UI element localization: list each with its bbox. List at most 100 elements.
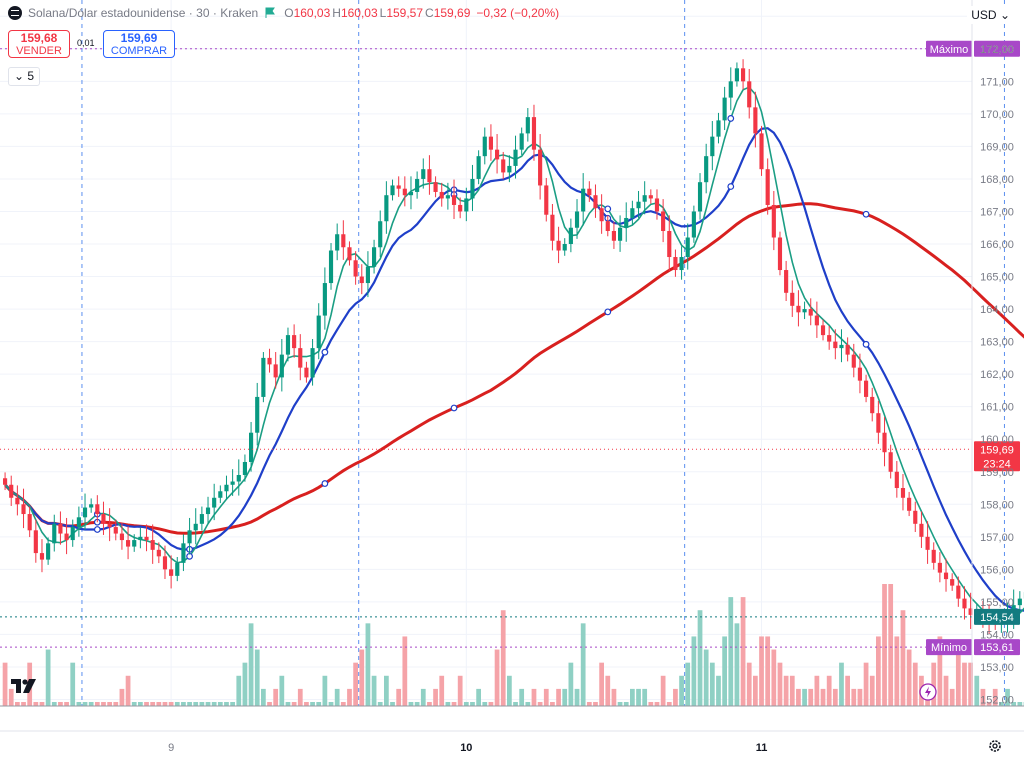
candle-body bbox=[772, 205, 776, 238]
volume-bar bbox=[1017, 702, 1022, 706]
volume-bar bbox=[40, 702, 45, 706]
volume-bar bbox=[347, 689, 352, 706]
volume-bar bbox=[89, 702, 94, 706]
candle-body bbox=[784, 270, 788, 293]
candle-body bbox=[673, 257, 677, 270]
lightning-icon[interactable] bbox=[919, 683, 937, 701]
indicators-toggle[interactable]: ⌄ 5 bbox=[8, 67, 40, 86]
volume-bar bbox=[679, 676, 684, 706]
chevron-icon: ⌄ bbox=[14, 69, 24, 83]
candle-body bbox=[747, 81, 751, 107]
symbol-title[interactable]: Solana/Dólar estadounidense · 30 · Krake… bbox=[28, 6, 258, 20]
candle-body bbox=[415, 179, 419, 192]
candle-body bbox=[114, 527, 118, 534]
candle-body bbox=[1018, 599, 1022, 606]
time-tick-label: 9 bbox=[168, 742, 174, 754]
candle-body bbox=[852, 355, 856, 368]
candle-body bbox=[341, 234, 345, 247]
volume-bar bbox=[421, 689, 426, 706]
volume-bar bbox=[569, 663, 574, 706]
volume-bar bbox=[741, 597, 746, 706]
volume-bar bbox=[673, 689, 678, 706]
ma-marker bbox=[451, 405, 457, 411]
volume-bar bbox=[390, 702, 395, 706]
volume-bar bbox=[359, 650, 364, 706]
ma-marker bbox=[605, 309, 611, 315]
candle-body bbox=[188, 530, 192, 543]
price-tick-label: 171,00 bbox=[980, 76, 1014, 88]
volume-bar bbox=[187, 702, 192, 706]
symbol-header[interactable]: Solana/Dólar estadounidense · 30 · Krake… bbox=[8, 6, 559, 20]
volume-bar bbox=[593, 702, 598, 706]
candle-body bbox=[212, 498, 216, 508]
tradingview-logo-icon[interactable] bbox=[10, 676, 40, 696]
market-flag-icon[interactable] bbox=[264, 7, 276, 19]
candle-body bbox=[249, 433, 253, 462]
symbol-exchange: Kraken bbox=[220, 6, 258, 20]
candle-body bbox=[532, 117, 536, 150]
volume-bar bbox=[636, 689, 641, 706]
ohlc-value-h: 160,03 bbox=[341, 6, 378, 20]
candle-body bbox=[950, 579, 954, 586]
settings-icon[interactable] bbox=[988, 739, 1002, 753]
volume-bar bbox=[612, 689, 617, 706]
candle-body bbox=[704, 156, 708, 182]
candle-body bbox=[46, 543, 50, 559]
volume-bar bbox=[329, 702, 334, 706]
volume-bar bbox=[144, 702, 149, 706]
candle-body bbox=[618, 228, 622, 241]
candle-body bbox=[790, 293, 794, 306]
price-change: −0,32 (−0,20%) bbox=[476, 6, 559, 20]
volume-bar bbox=[827, 676, 832, 706]
candle-body bbox=[926, 537, 930, 550]
volume-bar bbox=[273, 689, 278, 706]
candle-body bbox=[735, 68, 739, 81]
candle-body bbox=[21, 504, 25, 514]
sell-button[interactable]: 159,68 VENDER bbox=[8, 30, 70, 58]
volume-bar bbox=[83, 702, 88, 706]
volume-bar bbox=[335, 689, 340, 706]
candle-body bbox=[397, 185, 401, 188]
candle-body bbox=[71, 527, 75, 540]
price-tick-label: 163,00 bbox=[980, 337, 1014, 349]
volume-bar bbox=[716, 676, 721, 706]
price-axis[interactable]: 152,00153,00154,00155,00156,00157,00158,… bbox=[972, 0, 1014, 706]
time-axis[interactable]: 9101112 bbox=[0, 706, 1024, 754]
moving-average-lines bbox=[5, 87, 1024, 620]
volume-bar bbox=[464, 702, 469, 706]
candle-body bbox=[655, 198, 659, 211]
candle-body bbox=[600, 208, 604, 221]
buy-button[interactable]: 159,69 COMPRAR bbox=[103, 30, 175, 58]
candle-body bbox=[901, 488, 905, 498]
candle-body bbox=[280, 355, 284, 378]
volume-bar bbox=[95, 702, 100, 706]
volume-bar bbox=[655, 702, 660, 706]
candle-body bbox=[89, 504, 93, 507]
volume-bar bbox=[858, 689, 863, 706]
candle-body bbox=[28, 514, 32, 530]
candle-body bbox=[52, 524, 56, 544]
candle-body bbox=[698, 182, 702, 211]
volume-bar bbox=[815, 676, 820, 706]
volume-bar bbox=[648, 702, 653, 706]
volume-bar bbox=[212, 702, 217, 706]
price-tick-label: 166,00 bbox=[980, 239, 1014, 251]
volume-bar bbox=[519, 689, 524, 706]
currency-label: USD bbox=[971, 8, 996, 22]
volume-bar bbox=[796, 689, 801, 706]
candle-body bbox=[550, 215, 554, 241]
volume-bar bbox=[384, 676, 389, 706]
volume-bar bbox=[298, 689, 303, 706]
symbol-interval: 30 bbox=[196, 6, 209, 20]
candle-body bbox=[723, 98, 727, 121]
volume-bar bbox=[150, 702, 155, 706]
candle-body bbox=[680, 257, 684, 270]
price-tick-label: 172,00 bbox=[980, 44, 1014, 56]
currency-selector[interactable]: USD ⌄ bbox=[967, 6, 1014, 24]
candle-body bbox=[83, 508, 87, 518]
volume-bar bbox=[218, 702, 223, 706]
volume-bar bbox=[974, 676, 979, 706]
